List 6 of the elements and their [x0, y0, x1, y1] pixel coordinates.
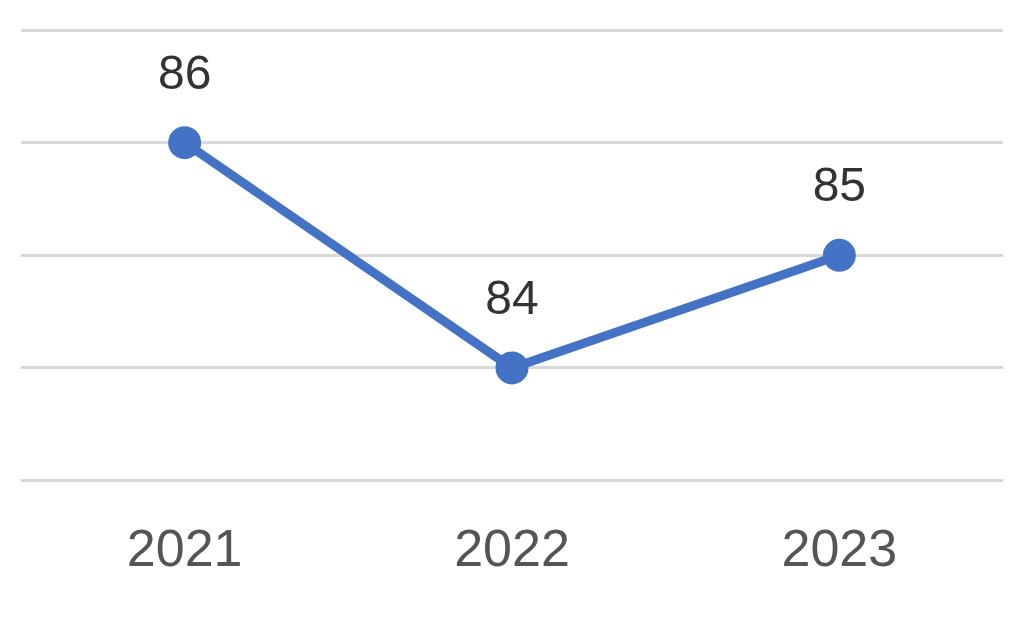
x-tick-label: 2021: [126, 519, 243, 578]
x-tick-label: 2023: [781, 519, 898, 578]
data-label: 84: [485, 270, 539, 324]
data-label: 85: [812, 158, 867, 212]
data-label: 86: [157, 45, 212, 99]
x-tick-label: 2022: [454, 519, 570, 578]
